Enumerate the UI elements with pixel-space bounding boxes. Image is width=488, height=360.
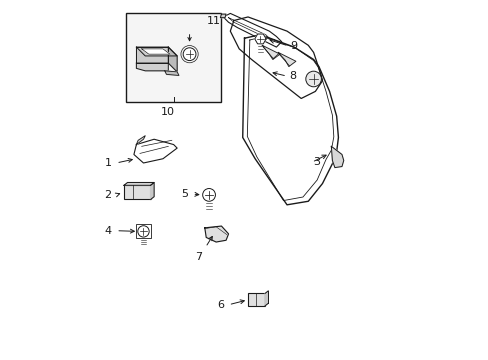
Polygon shape — [262, 45, 279, 59]
Text: 4: 4 — [104, 226, 111, 236]
Circle shape — [202, 189, 215, 201]
Bar — [247, 293, 264, 306]
Polygon shape — [168, 47, 177, 72]
Polygon shape — [136, 63, 168, 71]
Polygon shape — [264, 291, 268, 306]
Text: 10: 10 — [161, 107, 175, 117]
Polygon shape — [136, 136, 145, 145]
Polygon shape — [164, 71, 179, 76]
Text: 3: 3 — [313, 157, 320, 167]
Text: 7: 7 — [194, 252, 202, 262]
Text: 5: 5 — [181, 189, 187, 199]
Polygon shape — [242, 35, 338, 205]
Bar — [124, 185, 150, 199]
Polygon shape — [134, 139, 177, 163]
Circle shape — [305, 71, 321, 87]
Polygon shape — [230, 17, 322, 99]
Bar — [125, 13, 221, 102]
Circle shape — [183, 48, 196, 60]
Text: 6: 6 — [217, 300, 224, 310]
Text: 9: 9 — [290, 41, 297, 51]
Polygon shape — [204, 226, 228, 242]
Polygon shape — [220, 14, 225, 18]
Circle shape — [138, 226, 149, 237]
Polygon shape — [223, 13, 281, 47]
Polygon shape — [136, 47, 168, 63]
Polygon shape — [331, 146, 343, 168]
Polygon shape — [142, 49, 170, 54]
Polygon shape — [278, 53, 295, 67]
Polygon shape — [150, 183, 154, 199]
Text: 1: 1 — [104, 158, 111, 168]
Text: 2: 2 — [104, 190, 111, 200]
Polygon shape — [254, 34, 265, 44]
Text: 11: 11 — [206, 15, 220, 26]
Bar — [136, 224, 150, 238]
Polygon shape — [124, 183, 154, 185]
Polygon shape — [136, 47, 177, 56]
Text: 8: 8 — [288, 71, 295, 81]
